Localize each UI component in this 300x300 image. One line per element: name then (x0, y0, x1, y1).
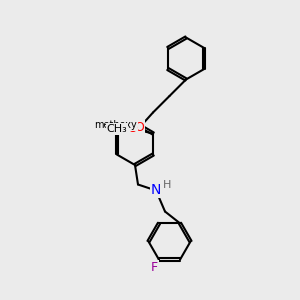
Text: N: N (151, 184, 161, 197)
Text: CH₃: CH₃ (106, 124, 127, 134)
Text: O: O (135, 121, 144, 134)
Text: methoxy: methoxy (94, 120, 136, 130)
Text: F: F (151, 261, 158, 274)
Text: O: O (127, 122, 137, 136)
Text: H: H (163, 179, 172, 190)
